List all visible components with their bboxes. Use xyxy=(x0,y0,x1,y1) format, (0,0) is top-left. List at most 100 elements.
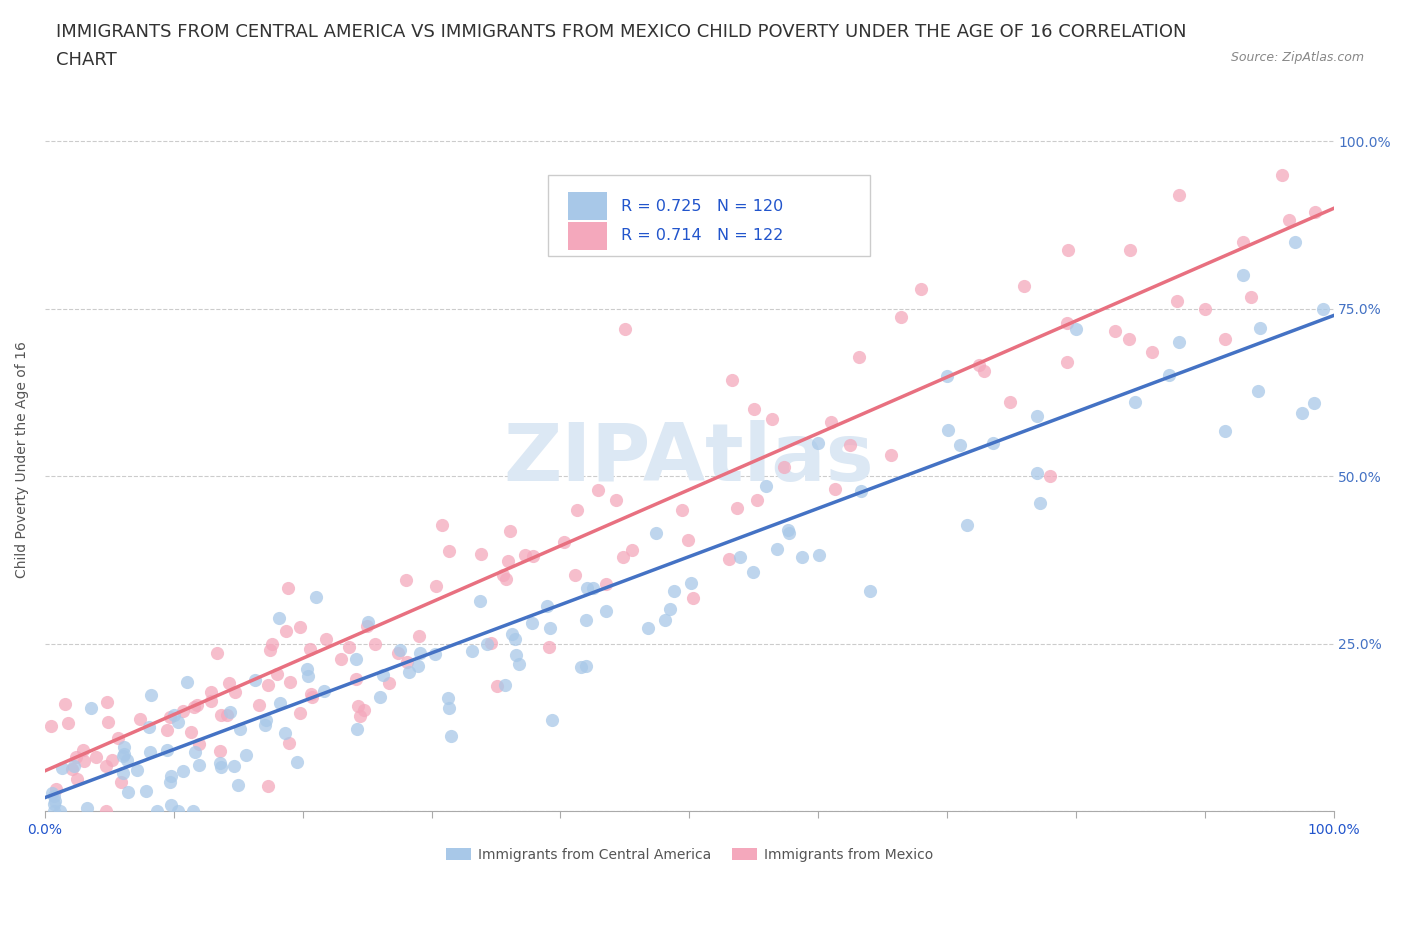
Point xyxy=(277,581,299,596)
Point xyxy=(998,394,1021,409)
Point xyxy=(96,695,118,710)
Point xyxy=(200,685,222,700)
Point xyxy=(423,646,446,661)
Point xyxy=(378,676,401,691)
Point xyxy=(437,690,460,705)
Point xyxy=(536,598,558,613)
Point xyxy=(859,583,882,598)
Point xyxy=(41,718,63,733)
Point xyxy=(167,714,190,729)
Point xyxy=(1119,243,1142,258)
Point xyxy=(679,575,702,590)
Point xyxy=(288,706,311,721)
Point xyxy=(97,714,120,729)
Point xyxy=(305,590,328,604)
Point xyxy=(1104,324,1126,339)
Point xyxy=(60,762,83,777)
Point xyxy=(1026,408,1049,423)
Point xyxy=(569,659,592,674)
Point xyxy=(353,702,375,717)
Point xyxy=(720,373,742,388)
Point xyxy=(575,658,598,673)
Text: Source: ZipAtlas.com: Source: ZipAtlas.com xyxy=(1230,51,1364,64)
Point xyxy=(949,438,972,453)
Point xyxy=(1167,335,1189,350)
Point xyxy=(115,752,138,767)
Point xyxy=(1232,268,1254,283)
Point xyxy=(312,684,335,698)
Point xyxy=(1014,278,1036,293)
Point xyxy=(262,636,284,651)
Point xyxy=(1232,234,1254,249)
Point xyxy=(505,647,527,662)
Point xyxy=(745,493,768,508)
Point xyxy=(564,567,586,582)
FancyBboxPatch shape xyxy=(568,222,607,250)
Point xyxy=(408,629,430,644)
Point xyxy=(659,602,682,617)
Point xyxy=(778,525,800,540)
Point xyxy=(267,610,290,625)
Point xyxy=(576,580,599,595)
Point xyxy=(347,698,370,713)
Point xyxy=(135,783,157,798)
Point xyxy=(224,684,246,699)
Point xyxy=(371,668,394,683)
Point xyxy=(299,687,322,702)
Point xyxy=(495,571,517,586)
Y-axis label: Child Poverty Under the Age of 16: Child Poverty Under the Age of 16 xyxy=(15,341,30,578)
Point xyxy=(42,796,65,811)
Point xyxy=(298,642,321,657)
Point xyxy=(222,758,245,773)
Point xyxy=(620,543,643,558)
Point xyxy=(259,643,281,658)
Point xyxy=(586,483,609,498)
Point xyxy=(288,619,311,634)
Point xyxy=(890,310,912,325)
Point xyxy=(1166,294,1188,309)
Point xyxy=(301,690,323,705)
Point xyxy=(209,760,232,775)
Point xyxy=(349,709,371,724)
Point xyxy=(761,411,783,426)
Point xyxy=(217,708,239,723)
Point xyxy=(910,282,932,297)
Point xyxy=(53,697,76,711)
Point xyxy=(315,631,337,646)
Point xyxy=(742,402,765,417)
Point xyxy=(172,703,194,718)
Point xyxy=(139,745,162,760)
Point xyxy=(553,535,575,550)
Point xyxy=(218,675,240,690)
Point xyxy=(159,710,181,724)
Point xyxy=(330,652,353,667)
Point xyxy=(496,553,519,568)
Point xyxy=(1056,355,1078,370)
Text: IMMIGRANTS FROM CENTRAL AMERICA VS IMMIGRANTS FROM MEXICO CHILD POVERTY UNDER TH: IMMIGRANTS FROM CENTRAL AMERICA VS IMMIG… xyxy=(56,23,1187,41)
Point xyxy=(522,549,544,564)
Point xyxy=(112,765,135,780)
Point xyxy=(790,550,813,565)
Point xyxy=(346,722,368,737)
Point xyxy=(256,677,278,692)
Point xyxy=(187,737,209,751)
Point xyxy=(58,715,80,730)
Point xyxy=(127,763,149,777)
Point xyxy=(110,775,132,790)
Point xyxy=(1057,243,1080,258)
Point xyxy=(501,627,523,642)
Point xyxy=(228,777,250,792)
Point xyxy=(96,759,118,774)
Point xyxy=(278,736,301,751)
Point xyxy=(1118,331,1140,346)
Point xyxy=(1194,301,1216,316)
Point xyxy=(513,548,536,563)
Point xyxy=(44,789,66,804)
Point xyxy=(209,755,232,770)
Point xyxy=(394,573,416,588)
Point xyxy=(51,761,73,776)
Point xyxy=(612,550,634,565)
Point xyxy=(73,753,96,768)
Point xyxy=(565,502,588,517)
FancyBboxPatch shape xyxy=(568,193,607,220)
